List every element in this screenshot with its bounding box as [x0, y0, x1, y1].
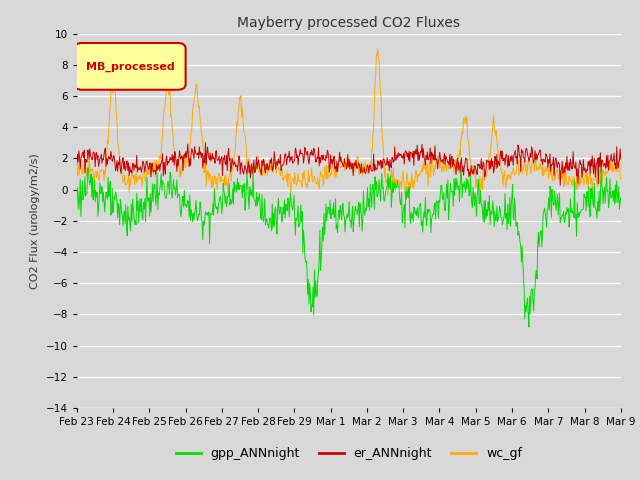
Text: MB_processed: MB_processed — [86, 61, 175, 72]
Y-axis label: CO2 Flux (urology/m2/s): CO2 Flux (urology/m2/s) — [30, 153, 40, 288]
Legend: gpp_ANNnight, er_ANNnight, wc_gf: gpp_ANNnight, er_ANNnight, wc_gf — [171, 443, 527, 466]
Title: Mayberry processed CO2 Fluxes: Mayberry processed CO2 Fluxes — [237, 16, 460, 30]
FancyBboxPatch shape — [74, 43, 186, 90]
